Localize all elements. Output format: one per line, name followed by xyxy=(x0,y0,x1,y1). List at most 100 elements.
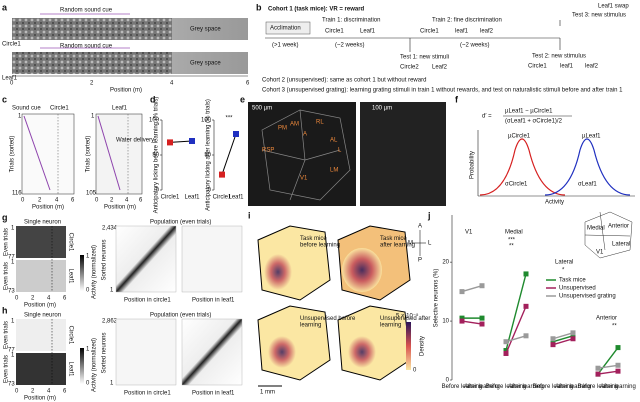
point xyxy=(479,321,485,327)
label: 73 xyxy=(8,289,15,295)
label: b xyxy=(256,2,262,12)
point xyxy=(459,315,465,321)
label: 2 xyxy=(31,296,35,302)
colorbar xyxy=(80,348,84,384)
heatmap xyxy=(181,225,243,293)
label: Leaf1 xyxy=(360,29,376,35)
panel-d: d Anticipatory licking before learning (… xyxy=(149,94,244,213)
label: Train 2: fine discrimination xyxy=(432,18,502,24)
label: 1 xyxy=(91,114,95,120)
label: 0 xyxy=(15,389,19,395)
label: Random sound cue xyxy=(60,44,113,50)
label: Position (m) xyxy=(24,303,56,309)
y-tick-label: 0 xyxy=(208,188,212,194)
point xyxy=(570,336,576,342)
shape xyxy=(268,336,296,368)
label: 6 xyxy=(71,198,75,204)
label: j xyxy=(427,210,431,220)
label: 2 xyxy=(38,198,42,204)
x-tick-label: Circle1 xyxy=(213,195,232,201)
label: AL xyxy=(330,138,338,144)
label: Leaf2 xyxy=(432,65,448,71)
label: Even trials xyxy=(4,355,10,383)
series-line xyxy=(597,370,619,375)
label: 1 xyxy=(86,254,90,260)
heatmap xyxy=(115,318,177,386)
point xyxy=(550,336,556,342)
heatmap xyxy=(16,353,66,385)
label: Position (m) xyxy=(104,205,136,211)
label: i xyxy=(248,210,251,220)
label: 1 xyxy=(11,260,15,266)
label: Position in leaf1 xyxy=(192,298,235,304)
panel-i: i Task mice before learning Task mice after… xyxy=(248,210,432,395)
label: *** xyxy=(508,238,516,244)
label: 4 xyxy=(47,389,51,395)
point xyxy=(570,333,576,339)
label: 77 xyxy=(8,348,15,354)
point xyxy=(233,131,239,137)
label: M xyxy=(408,241,413,247)
label: Circle2 xyxy=(400,65,419,71)
label: 500 µm xyxy=(252,106,272,112)
label: Medial xyxy=(587,226,605,232)
label: L xyxy=(428,241,432,247)
label: e xyxy=(240,94,245,104)
label: Anterior xyxy=(608,224,629,230)
label: Circle1 xyxy=(325,29,344,35)
label: 0 xyxy=(86,288,90,294)
label: Position (m) xyxy=(32,205,64,211)
label: 2 xyxy=(90,81,94,87)
label: 0 xyxy=(10,81,14,87)
point xyxy=(503,339,509,345)
label: Test 3: new stimulus xyxy=(572,13,626,19)
label: Circle1 xyxy=(67,233,73,252)
shape xyxy=(248,102,356,206)
label: Sound cue xyxy=(12,106,41,112)
label: 6 xyxy=(139,198,143,204)
label: V1 xyxy=(596,250,604,256)
label: Leaf1 xyxy=(112,106,128,112)
label: PM xyxy=(278,126,287,132)
label: ** xyxy=(509,244,514,250)
shape xyxy=(265,21,311,35)
label: LM xyxy=(330,168,338,174)
point xyxy=(595,365,601,371)
series-line xyxy=(505,306,527,354)
label: Even trials xyxy=(4,228,10,256)
label: V1 xyxy=(300,176,308,182)
label: 6 xyxy=(63,296,67,302)
point xyxy=(523,333,529,339)
point xyxy=(523,303,529,309)
label: AM xyxy=(290,122,299,128)
label: Cohort 1 (task mice): VR = reward xyxy=(268,7,365,13)
label: µLeaf1 xyxy=(582,134,601,140)
shape xyxy=(264,254,292,290)
label: 1 xyxy=(18,114,22,120)
shape xyxy=(172,52,248,74)
label: (~2 weeks) xyxy=(335,43,365,49)
heatmap xyxy=(115,225,177,293)
label: 1 xyxy=(11,226,15,232)
label: Medial xyxy=(505,230,523,236)
label: Single neuron xyxy=(24,313,61,319)
label: 5 × 10⁻⁵ xyxy=(396,313,419,320)
label: σCircle1 xyxy=(505,182,528,188)
label: Selective neurons (%) xyxy=(434,269,440,328)
label: Activity xyxy=(545,200,564,206)
point xyxy=(523,271,529,277)
label: Leaf1 swap xyxy=(598,4,629,10)
label: (>1 week) xyxy=(272,43,299,49)
series-line xyxy=(552,338,574,346)
significance: *** xyxy=(225,116,233,122)
label: leaf2 xyxy=(585,64,599,70)
label: (σLeaf1 + σCircle1)/2 xyxy=(505,119,563,125)
point xyxy=(503,348,509,354)
x-tick-label: After learning xyxy=(508,384,544,390)
label: Circle1 xyxy=(67,326,73,345)
label: d′ = xyxy=(482,114,492,120)
point xyxy=(550,342,556,348)
